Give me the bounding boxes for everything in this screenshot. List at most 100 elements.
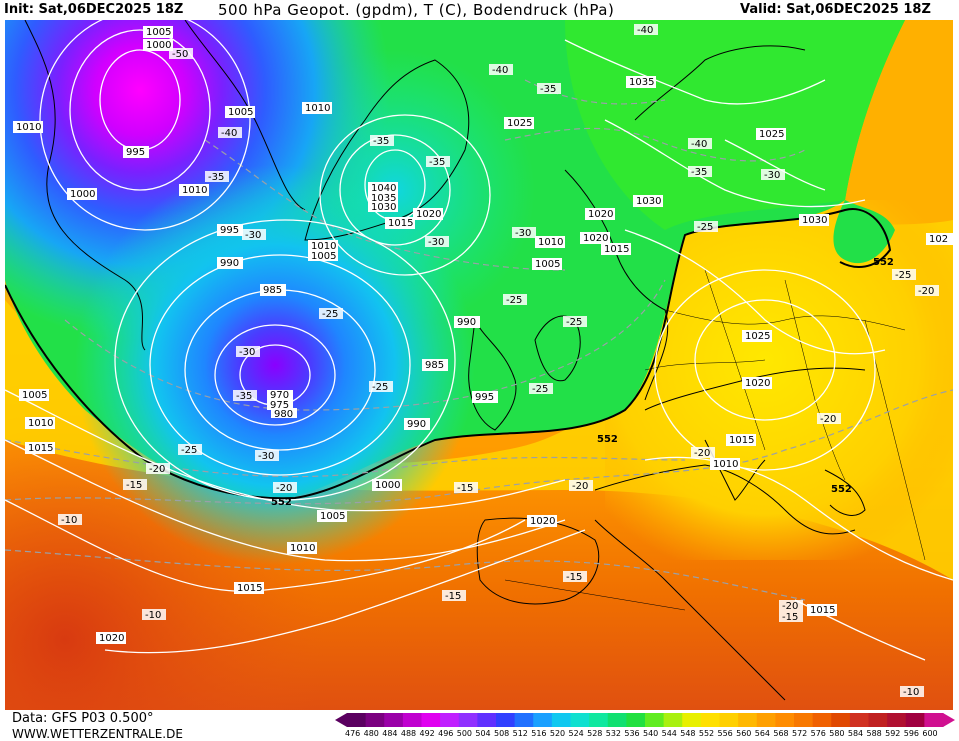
temp-label: -30	[425, 236, 449, 248]
temp-label: -35	[370, 135, 394, 147]
colorbar-cell	[570, 713, 590, 727]
temp-label: -25	[369, 381, 393, 393]
colorbar	[335, 713, 955, 727]
colorbar-cell	[645, 713, 665, 727]
weather-map: 1005 1000 1010 995 1005 1010 1000 1010 9…	[5, 20, 953, 710]
colorbar-cell	[887, 713, 907, 727]
svg-text:-40: -40	[637, 25, 653, 36]
data-source: Data: GFS P03 0.500°	[12, 711, 154, 726]
colorbar-tick: 596	[903, 729, 920, 738]
colorbar-cell	[384, 713, 404, 727]
pressure-label: 1020	[96, 632, 126, 644]
svg-text:975: 975	[270, 400, 289, 411]
pressure-label: 1010	[308, 240, 338, 252]
svg-text:-15: -15	[126, 480, 142, 491]
svg-text:1020: 1020	[588, 209, 613, 220]
svg-text:-20: -20	[694, 448, 710, 459]
isobars	[5, 20, 953, 661]
pressure-label: 995	[217, 224, 243, 236]
colorbar-tick: 500	[456, 729, 473, 738]
pressure-label: 1015	[601, 243, 631, 255]
svg-text:1020: 1020	[99, 633, 124, 644]
pressure-label: 1025	[742, 330, 772, 342]
temp-label: -35	[537, 83, 561, 95]
svg-text:-25: -25	[895, 270, 911, 281]
svg-text:995: 995	[126, 147, 145, 158]
pressure-label: 975	[267, 400, 293, 411]
colorbar-cell	[775, 713, 795, 727]
height-labels: 552 552 552 552	[271, 257, 894, 508]
svg-text:-30: -30	[239, 347, 255, 358]
colorbar-cell	[402, 713, 422, 727]
weather-map-canvas: 1005 1000 1010 995 1005 1010 1000 1010 9…	[5, 20, 953, 710]
svg-text:970: 970	[270, 390, 289, 401]
svg-text:-35: -35	[429, 157, 445, 168]
temp-label: -25	[319, 308, 343, 320]
pressure-label: 1030	[368, 201, 398, 213]
colorbar-cell	[365, 713, 385, 727]
svg-text:1025: 1025	[745, 331, 770, 342]
svg-text:-25: -25	[532, 384, 548, 395]
colorbar-cell	[458, 713, 478, 727]
colorbar-tick: 496	[438, 729, 454, 738]
colorbar-tick: 544	[661, 729, 677, 738]
svg-text:990: 990	[457, 317, 476, 328]
temp-label: -30	[236, 346, 260, 358]
temp-label: -20	[691, 447, 715, 459]
temp-label: -25	[178, 444, 202, 456]
pressure-label: 980	[271, 408, 297, 420]
temp-label: -20	[817, 413, 841, 425]
svg-text:-40: -40	[221, 128, 237, 139]
svg-text:-40: -40	[691, 139, 707, 150]
svg-text:1025: 1025	[759, 129, 784, 140]
pressure-label: 1010	[179, 184, 209, 196]
svg-text:-10: -10	[145, 610, 161, 621]
colorbar-tick: 572	[792, 729, 808, 738]
pressure-label: 1005	[225, 106, 255, 118]
svg-text:-40: -40	[492, 65, 508, 76]
svg-text:-20: -20	[918, 286, 934, 297]
svg-text:-30: -30	[245, 230, 261, 241]
svg-text:1000: 1000	[146, 40, 171, 51]
temp-label: -35	[205, 171, 229, 183]
pressure-label: 1030	[799, 214, 829, 226]
pressure-label: 995	[123, 146, 149, 158]
svg-text:1035: 1035	[629, 77, 654, 88]
pressure-label: 990	[404, 418, 430, 430]
colorbar-cell	[794, 713, 814, 727]
colorbar-tick: 548	[680, 729, 696, 738]
temp-label: -25	[563, 316, 587, 328]
svg-text:1010: 1010	[538, 237, 563, 248]
pressure-label: 985	[422, 359, 448, 371]
svg-text:1010: 1010	[182, 185, 207, 196]
svg-text:1030: 1030	[371, 202, 396, 213]
temp-label: -40	[634, 24, 658, 36]
temp-label: -15	[442, 590, 466, 602]
pressure-label: 1010	[535, 236, 565, 248]
svg-text:1010: 1010	[290, 543, 315, 554]
temp-label: -25	[694, 221, 718, 233]
colorbar-cell	[421, 713, 441, 727]
colorbar-cell	[477, 713, 497, 727]
svg-text:-35: -35	[373, 136, 389, 147]
svg-text:102: 102	[929, 234, 948, 245]
svg-text:1015: 1015	[729, 435, 754, 446]
colorbar-cell	[551, 713, 571, 727]
temp-label: -35	[426, 156, 450, 168]
colorbar-cell	[626, 713, 646, 727]
colorbar-cell	[738, 713, 758, 727]
colorbar-cell	[756, 713, 776, 727]
pressure-label: 102	[926, 233, 953, 245]
svg-text:1010: 1010	[28, 418, 53, 429]
svg-text:-30: -30	[258, 451, 274, 462]
svg-text:1020: 1020	[583, 233, 608, 244]
svg-text:1010: 1010	[713, 459, 738, 470]
colorbar-tick: 476	[345, 729, 361, 738]
temp-label: -10	[58, 514, 82, 526]
svg-text:1020: 1020	[530, 516, 555, 527]
pressure-label: 970	[267, 390, 293, 401]
colorbar-tick: 552	[698, 729, 715, 738]
temp-label: -10	[900, 686, 924, 698]
svg-text:1020: 1020	[416, 209, 441, 220]
svg-text:1015: 1015	[604, 244, 629, 255]
